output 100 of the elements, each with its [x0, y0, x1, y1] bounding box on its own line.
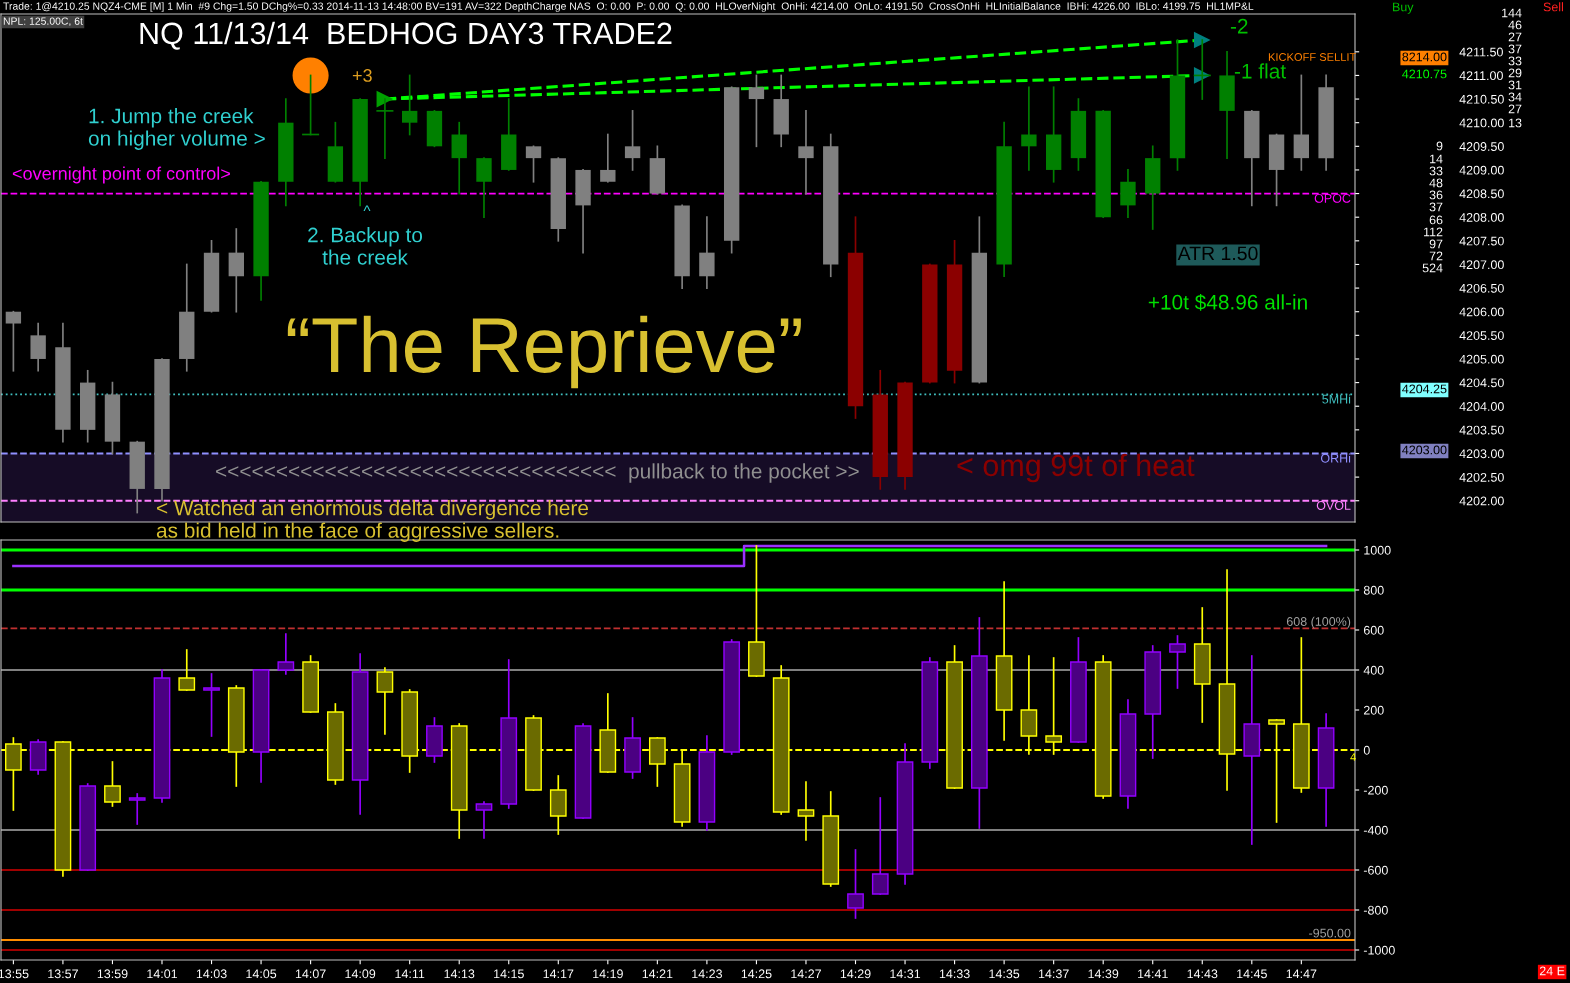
annotation: +10t $48.96 all-in [1148, 293, 1307, 311]
y-tick-label: 4205.50 [1459, 331, 1504, 340]
y-tick-label: -600 [1363, 865, 1388, 875]
y-tick-label: -1000 [1363, 945, 1395, 955]
x-tick-label: 14:17 [543, 969, 574, 979]
x-tick-label: 13:59 [97, 969, 128, 979]
text: 31 [1508, 80, 1522, 90]
y-tick-label: 400 [1363, 665, 1384, 675]
ref-line-label: OVOL [1316, 501, 1351, 510]
annotation: <<<<<<<<<<<<<<<<<<<<<<<<<<<<<<<<< pullback to the pocket >> [216, 463, 859, 483]
y-tick-label: 4203.50 [1459, 425, 1504, 435]
y-tick-label: 4210.00 [1459, 118, 1504, 128]
text: 4203.00 [1402, 445, 1447, 455]
y-tick-label: 4202.00 [1459, 496, 1504, 506]
text: 37 [1508, 44, 1522, 54]
x-tick-label: 14:21 [642, 969, 673, 979]
annotation: KICKOFF SELLIT [1268, 53, 1357, 61]
x-tick-label: 14:13 [444, 969, 475, 979]
y-tick-label: 4209.00 [1459, 165, 1504, 175]
y-tick-label: 4203.00 [1459, 449, 1504, 459]
x-tick-label: 14:47 [1286, 969, 1317, 979]
text: 14 [1430, 154, 1443, 164]
text: 33 [1508, 56, 1522, 66]
annotation: ATR 1.50 [1177, 246, 1258, 261]
ref-line-label: -950.00 [1309, 928, 1351, 938]
annotation: -2 [1230, 18, 1248, 34]
chart-title: NQ 11/13/14 BEDHOG DAY3 TRADE2 [140, 21, 672, 50]
y-tick-label: 4211.00 [1459, 71, 1503, 81]
x-tick-label: 14:35 [989, 969, 1020, 979]
text: Buy [1393, 2, 1414, 14]
text: 27 [1508, 32, 1522, 42]
x-tick-label: 14:31 [890, 969, 921, 979]
annotation: 2. Backup to the creek [308, 227, 423, 265]
y-tick-label: -200 [1363, 785, 1388, 795]
ref-line-label: 5MHi [1322, 394, 1351, 404]
annotation: ^ [363, 205, 371, 211]
annotation: “The Reprieve” [287, 315, 801, 389]
y-tick-label: 4211.50 [1459, 47, 1503, 57]
x-tick-label: 14:29 [840, 969, 871, 979]
text: 29 [1508, 68, 1522, 78]
y-tick-label: 600 [1363, 625, 1384, 635]
x-tick-label: 14:27 [791, 969, 821, 979]
x-tick-label: 14:45 [1237, 969, 1267, 979]
annotation: NPL: 125.00C, 6t [3, 17, 83, 27]
x-tick-label: 14:15 [494, 969, 524, 979]
x-tick-label: 14:09 [345, 969, 376, 979]
y-tick-label: 4206.00 [1459, 307, 1504, 317]
x-tick-label: 14:37 [1038, 969, 1069, 979]
annotation: < Watched an enormous delta divergence here as bid held in the face of aggressive sellers. [156, 500, 589, 542]
annotation: < omg 99t of heat [957, 453, 1195, 483]
text: 24 E [1539, 966, 1565, 976]
text: 37 [1429, 202, 1443, 212]
text: Sell [1543, 2, 1564, 12]
annotation: +3 [352, 69, 372, 82]
y-tick-label: 200 [1363, 705, 1384, 715]
y-tick-label: 4204.00 [1459, 402, 1504, 411]
annotation: -1 flat [1234, 63, 1286, 79]
y-tick-label: -400 [1363, 825, 1388, 835]
x-tick-label: 14:43 [1187, 969, 1218, 979]
x-tick-label: 14:07 [295, 969, 326, 979]
text: 8214.00 [1402, 52, 1447, 62]
y-tick-label: 4210.50 [1459, 94, 1504, 104]
text: 13 [1509, 118, 1522, 128]
y-tick-label: 4207.00 [1459, 260, 1504, 270]
y-tick-label: 800 [1363, 585, 1384, 595]
text: 524 [1422, 263, 1443, 273]
y-tick-label: 4208.00 [1459, 213, 1504, 222]
text: 4210.75 [1402, 69, 1447, 79]
annotation: 1. Jump the creek on higher volume > [88, 108, 265, 150]
x-tick-label: 14:05 [246, 969, 277, 979]
x-tick-label: 14:01 [147, 969, 178, 979]
text: 66 [1429, 215, 1443, 225]
x-tick-label: 13:57 [48, 969, 78, 979]
text: 33 [1429, 166, 1443, 176]
annotation: <overnight point of control> [12, 166, 230, 184]
x-tick-label: 14:33 [939, 969, 970, 979]
text: 72 [1429, 251, 1443, 261]
text: 36 [1429, 190, 1443, 200]
y-tick-label: 4202.50 [1459, 472, 1504, 482]
y-tick-label: 4208.50 [1459, 189, 1504, 199]
ref-line-label: ORHi [1320, 453, 1351, 463]
x-tick-label: 14:39 [1088, 969, 1119, 979]
text: 48 [1429, 178, 1443, 188]
y-tick-label: 4209.50 [1459, 142, 1504, 151]
x-tick-label: 14:25 [741, 969, 772, 979]
y-tick-label: 4205.00 [1459, 354, 1504, 364]
text: 4204.25 [1402, 384, 1447, 394]
text: 46 [1508, 20, 1522, 30]
text: 97 [1429, 239, 1443, 249]
x-tick-label: 14:23 [692, 969, 722, 979]
x-tick-label: 14:03 [196, 969, 227, 979]
x-tick-label: 14:11 [395, 969, 425, 979]
y-tick-label: -800 [1363, 905, 1388, 915]
annotation: 4 [1350, 753, 1356, 761]
x-tick-label: 14:41 [1138, 969, 1168, 979]
ref-line-label: 608 (100%) [1286, 616, 1351, 629]
text: 27 [1508, 104, 1522, 114]
ref-line-label: OPOC [1314, 193, 1351, 203]
text: 144 [1502, 8, 1522, 18]
y-tick-label: 4204.50 [1459, 378, 1504, 388]
